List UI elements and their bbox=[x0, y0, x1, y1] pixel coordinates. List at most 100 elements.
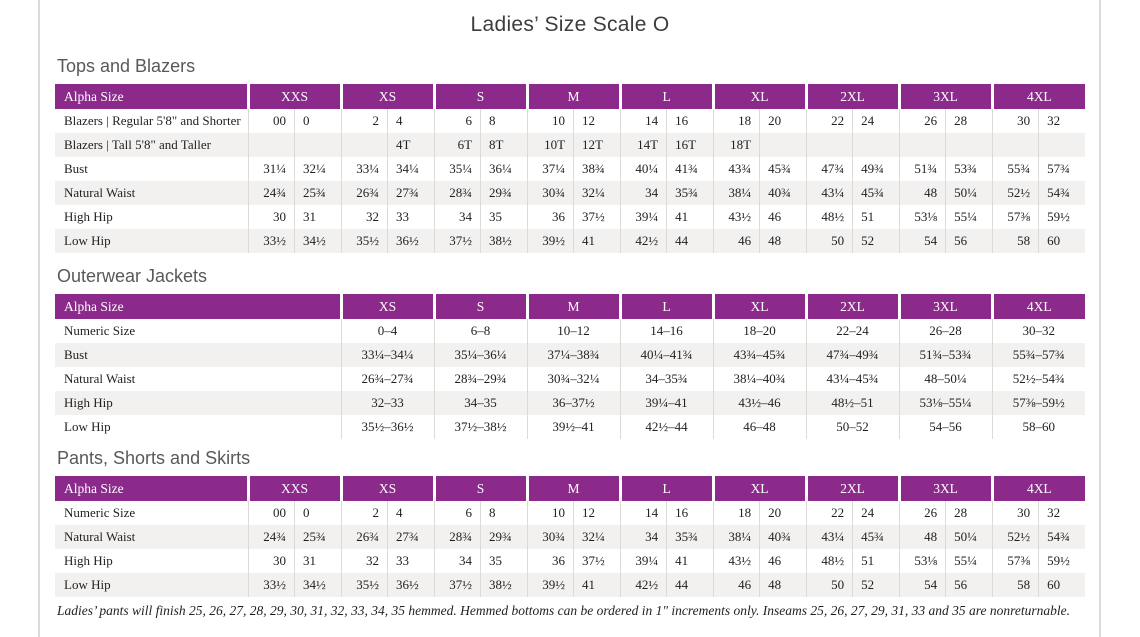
value-cell: 6 bbox=[433, 501, 481, 525]
value-cell: 32 bbox=[1038, 501, 1086, 525]
value-cell: 57⅜ bbox=[991, 205, 1039, 229]
value-cell: 4 bbox=[387, 109, 435, 133]
value-cell: 24¾ bbox=[247, 525, 295, 549]
value-cell: 43½ bbox=[712, 205, 760, 229]
page-edge-left bbox=[38, 0, 40, 637]
value-cell: 42½ bbox=[619, 573, 667, 597]
value-cell: 43½ bbox=[712, 549, 760, 573]
size-column-header-2xl: 2XL bbox=[804, 84, 900, 109]
value-cell: 39¼ bbox=[619, 205, 667, 229]
value-cell: 44 bbox=[666, 573, 714, 597]
value-cell: 36¼ bbox=[480, 157, 528, 181]
value-cell: 50 bbox=[805, 229, 853, 253]
value-cell: 48 bbox=[898, 525, 946, 549]
size-column-header-3xl: 3XL bbox=[897, 84, 993, 109]
size-column-header-3xl: 3XL bbox=[897, 476, 993, 501]
value-cell: 34–35 bbox=[433, 391, 527, 415]
size-column-header-2xl: 2XL bbox=[804, 294, 899, 319]
table-row: Bust 31¼ 32¼ 33¼ 34¼ 35¼ 36¼ 37¼ 38¾ 40¼ 41¾ 43¾ 45¾… bbox=[55, 157, 1086, 181]
value-cell: 24¾ bbox=[247, 181, 295, 205]
size-column-header-3xl: 3XL bbox=[897, 294, 992, 319]
value-cell: 27¾ bbox=[387, 525, 435, 549]
value-cell: 26 bbox=[898, 501, 946, 525]
row-label: Natural Waist bbox=[64, 371, 136, 386]
table-row: Low Hip 33½ 34½ 35½ 36½ 37½ 38½ 39½ 41 42½ 44 46 48 5… bbox=[55, 573, 1086, 597]
value-cell: 43½–46 bbox=[712, 391, 806, 415]
alpha-size-header: Alpha Size bbox=[55, 294, 341, 319]
value-cell: 52½–54¾ bbox=[991, 367, 1085, 391]
value-cell: 43¼ bbox=[805, 525, 853, 549]
value-cell: 48 bbox=[759, 573, 807, 597]
value-cell: 46 bbox=[759, 205, 807, 229]
value-cell: 48 bbox=[898, 181, 946, 205]
row-label: Numeric Size bbox=[64, 505, 136, 520]
value-cell: 40¼ bbox=[619, 157, 667, 181]
row-label: Numeric Size bbox=[64, 323, 136, 338]
value-cell: 52½ bbox=[991, 181, 1039, 205]
value-cell: 36½ bbox=[387, 573, 435, 597]
value-cell: 25¾ bbox=[294, 181, 342, 205]
value-cell: 53⅛ bbox=[898, 549, 946, 573]
value-cell: 54¾ bbox=[1038, 525, 1086, 549]
value-cell: 37½ bbox=[433, 573, 481, 597]
value-cell: 60 bbox=[1038, 573, 1086, 597]
value-cell: 33 bbox=[387, 205, 435, 229]
value-cell: 54–56 bbox=[898, 415, 992, 439]
value-cell: 14 bbox=[619, 109, 667, 133]
row-label: Low Hip bbox=[64, 233, 111, 248]
value-cell: 35½ bbox=[340, 573, 388, 597]
table-row: High Hip 30 31 32 33 34 35 36 37½ 39¼ 41 43½ 46 48½ 51… bbox=[55, 549, 1086, 573]
value-cell: 39½–41 bbox=[526, 415, 620, 439]
value-cell: 32–33 bbox=[340, 391, 434, 415]
value-cell: 48½ bbox=[805, 205, 853, 229]
value-cell: 38½ bbox=[480, 573, 528, 597]
table-row: High Hip 30 31 32 33 34 35 36 37½ 39¼ 41 43½ 46 48½ 51… bbox=[55, 205, 1086, 229]
value-cell: 8T bbox=[480, 133, 528, 157]
value-cell: 12T bbox=[573, 133, 621, 157]
row-label: Bust bbox=[64, 347, 88, 362]
size-column-header-l: L bbox=[618, 294, 713, 319]
value-cell: 16T bbox=[666, 133, 714, 157]
size-column-header-xl: XL bbox=[711, 294, 806, 319]
size-column-header-s: S bbox=[432, 294, 527, 319]
value-cell: 8 bbox=[480, 109, 528, 133]
value-cell: 34–35¾ bbox=[619, 367, 713, 391]
value-cell: 30 bbox=[247, 205, 295, 229]
value-cell: 26 bbox=[898, 109, 946, 133]
value-cell: 58 bbox=[991, 573, 1039, 597]
value-cell: 40¾ bbox=[759, 525, 807, 549]
value-cell: 46 bbox=[712, 573, 760, 597]
value-cell bbox=[805, 133, 853, 157]
row-label: Blazers | Regular 5'8" and Shorter bbox=[64, 113, 241, 128]
table-row: Natural Waist 24¾ 25¾ 26¾ 27¾ 28¾ 29¾ 30¾ 32¼ 34 3… bbox=[55, 525, 1086, 549]
table-row: Bust 33¼–34¼ 35¼–36¼ 37¼–38¾ 40¼–41¾ 43¾–45¾ 4… bbox=[55, 343, 1085, 367]
value-cell bbox=[852, 133, 900, 157]
value-cell: 10T bbox=[526, 133, 574, 157]
value-cell: 56 bbox=[945, 229, 993, 253]
value-cell: 50¼ bbox=[945, 181, 993, 205]
value-cell: 31¼ bbox=[247, 157, 295, 181]
table-row: Blazers | Tall 5'8" and Taller 4T 6T 8T 10T 1… bbox=[55, 133, 1086, 157]
value-cell: 54¾ bbox=[1038, 181, 1086, 205]
size-column-header-xs: XS bbox=[339, 84, 435, 109]
value-cell: 14–16 bbox=[619, 319, 713, 343]
row-label: Bust bbox=[64, 161, 88, 176]
value-cell: 36 bbox=[526, 549, 574, 573]
size-column-header-xxs: XXS bbox=[246, 476, 342, 501]
value-cell: 53⅛–55¼ bbox=[898, 391, 992, 415]
size-column-header-l: L bbox=[618, 84, 714, 109]
size-column-header-m: M bbox=[525, 476, 621, 501]
row-label: Low Hip bbox=[64, 419, 111, 434]
alpha-size-header: Alpha Size bbox=[55, 84, 248, 109]
value-cell: 35¼ bbox=[433, 157, 481, 181]
value-cell: 53⅛ bbox=[898, 205, 946, 229]
value-cell: 43¼–45¾ bbox=[805, 367, 899, 391]
value-cell bbox=[945, 133, 993, 157]
value-cell: 47¾ bbox=[805, 157, 853, 181]
value-cell: 42½–44 bbox=[619, 415, 713, 439]
value-cell: 24 bbox=[852, 501, 900, 525]
value-cell: 58 bbox=[991, 229, 1039, 253]
value-cell: 30¾ bbox=[526, 525, 574, 549]
value-cell: 53¾ bbox=[945, 157, 993, 181]
value-cell: 51¾ bbox=[898, 157, 946, 181]
